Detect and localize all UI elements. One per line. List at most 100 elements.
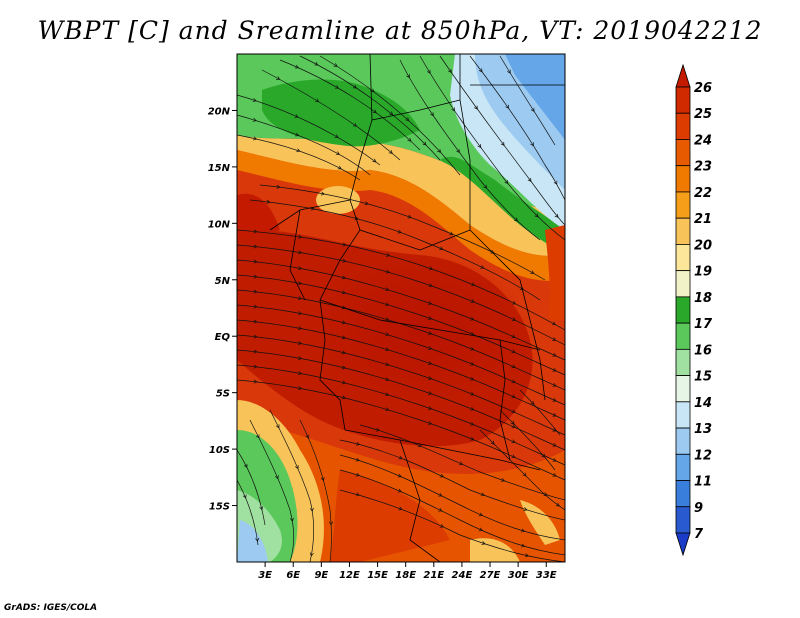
lon-tick-label: 33E	[536, 570, 557, 581]
streamline-arrow	[253, 334, 258, 339]
temperature-field	[237, 54, 565, 562]
streamline-arrow	[341, 365, 347, 370]
lat-tick-label: 10N	[208, 219, 231, 230]
streamline-arrow	[243, 463, 248, 469]
colorbar-swatch	[675, 165, 691, 193]
streamline-arrow	[522, 472, 527, 477]
streamline-arrow	[407, 137, 412, 142]
streamline-arrow	[385, 377, 390, 382]
streamline-arrow	[386, 253, 391, 257]
streamline-arrow	[470, 299, 475, 303]
colorbar-label: 23	[694, 160, 712, 175]
chart-title: WBPT [C] and Sreamline at 850hPa, VT: 20…	[37, 16, 763, 45]
streamline-arrow	[398, 455, 403, 460]
colorbar-swatch	[675, 401, 691, 429]
lat-tick-label: 5N	[215, 276, 231, 287]
streamline-arrow	[439, 473, 444, 478]
streamline-arrow	[511, 364, 516, 369]
streamline-arrow	[471, 282, 476, 287]
streamline-arrow	[438, 507, 443, 512]
streamline-arrow	[407, 214, 412, 219]
colorbar-swatch	[675, 453, 691, 481]
colorbar-swatch	[675, 348, 691, 376]
streamline-arrow	[341, 335, 347, 340]
streamline-arrow	[266, 199, 271, 204]
streamline-arrow	[428, 346, 433, 350]
streamline-arrow	[397, 488, 402, 493]
streamline-arrow	[389, 111, 394, 116]
streamline-arrow	[470, 421, 475, 426]
streamline-arrow	[333, 63, 338, 67]
colorbar-swatch	[675, 375, 691, 403]
streamlines	[237, 55, 565, 562]
colorbar-swatch	[675, 270, 691, 298]
streamline-arrow	[552, 427, 557, 432]
streamline-arrow	[297, 386, 303, 390]
streamline-arrow	[512, 300, 517, 305]
streamline-arrow	[253, 364, 258, 369]
streamline-arrow	[552, 337, 557, 341]
streamline-arrow	[439, 246, 444, 251]
colorbar-label: 11	[694, 475, 712, 490]
colorbar-label: 19	[694, 265, 712, 280]
streamline-arrow	[511, 394, 516, 399]
colorbar-top-arrow	[675, 63, 691, 88]
colorbar-label: 12	[694, 448, 712, 463]
colorbar-swatch	[675, 506, 691, 534]
lat-tick-label: EQ	[215, 332, 231, 343]
streamline-arrow	[541, 453, 546, 458]
streamline-arrow	[354, 216, 359, 221]
colorbar-label: 16	[694, 343, 712, 358]
streamline-arrow	[417, 443, 422, 448]
streamline-arrow	[504, 180, 509, 185]
streamline-arrow	[490, 440, 495, 445]
streamline-arrow	[470, 436, 475, 441]
longitude-axis: 3E 6E 9E 12E 15E 18E 21E 24E 27E 30E 33E	[258, 562, 557, 581]
streamline-arrow	[320, 477, 325, 482]
lon-tick-label: 12E	[339, 570, 360, 581]
latitude-axis: 20N 15N 10N 5N EQ 5S 10S 15S	[208, 106, 237, 513]
lon-tick-label: 21E	[423, 570, 444, 581]
streamline-arrow	[426, 69, 431, 74]
streamline-arrow	[555, 502, 560, 507]
streamline-arrow	[448, 68, 452, 74]
streamline-arrow	[513, 217, 519, 222]
streamline-arrow	[470, 376, 475, 381]
colorbar-label: 17	[694, 317, 713, 332]
streamline-arrow	[510, 420, 515, 425]
streamline-arrow	[297, 326, 303, 330]
streamline-arrow	[253, 379, 258, 384]
colorbar-swatch	[675, 296, 691, 324]
streamline-arrow	[255, 434, 260, 439]
streamline-arrow	[253, 244, 258, 249]
streamline-arrow	[552, 442, 557, 447]
streamline-arrow	[478, 527, 484, 532]
streamline-arrow	[520, 543, 526, 548]
streamline-arrow	[511, 409, 516, 414]
colorbar-label: 18	[694, 291, 712, 306]
streamline-arrow	[543, 492, 548, 497]
streamline-arrow	[329, 521, 333, 526]
streamline-arrow	[352, 122, 358, 127]
streamline-arrow	[552, 397, 557, 402]
streamline-arrow	[341, 395, 347, 400]
streamline-arrow	[294, 465, 299, 470]
streamline-arrow	[470, 316, 475, 321]
streamline-arrow	[372, 109, 377, 114]
lat-tick-label: 10S	[209, 445, 230, 456]
streamline-arrow	[478, 68, 483, 73]
streamline-arrow	[428, 421, 433, 425]
streamline-arrow	[552, 457, 557, 462]
streamline-arrow	[253, 259, 258, 264]
streamline-arrow	[511, 424, 516, 429]
streamline-arrow	[470, 346, 475, 351]
streamline-arrow	[507, 69, 511, 74]
colorbar-label: 15	[694, 370, 712, 385]
streamline-arrow	[297, 341, 303, 345]
streamline-arrow	[355, 472, 360, 477]
streamline-arrow	[470, 361, 475, 366]
lon-tick-label: 15E	[367, 570, 388, 581]
colorbar-swatch	[675, 244, 691, 272]
streamline-arrow	[334, 134, 339, 138]
streamline-arrow	[242, 494, 247, 499]
